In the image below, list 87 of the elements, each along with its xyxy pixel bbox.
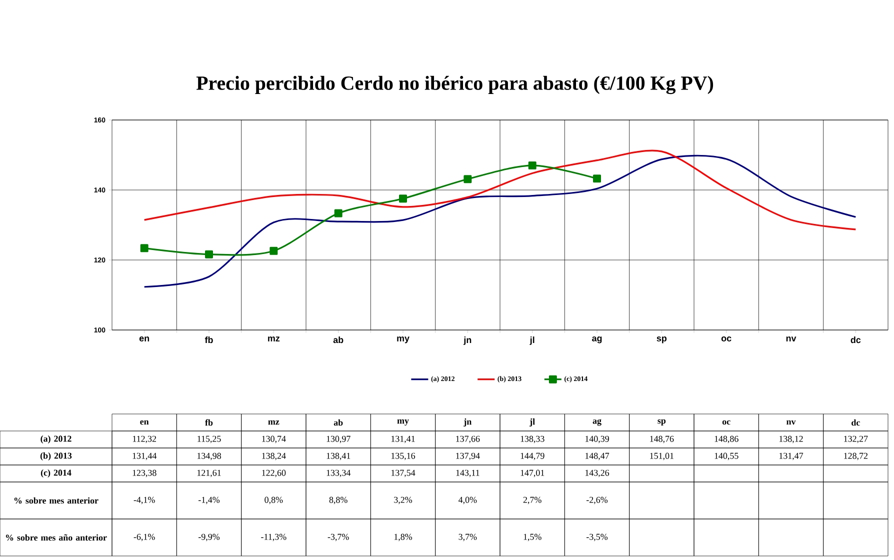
data-label: 140,55 [714, 452, 738, 460]
x-tick-label: jl [530, 336, 534, 345]
text: -6,1% [134, 534, 155, 542]
data-label: 137,54 [391, 470, 416, 478]
data-label: 144,79 [520, 452, 544, 460]
data-label: 140,39 [585, 436, 609, 444]
category-label: fb [205, 419, 213, 426]
data-label: 128,72 [844, 452, 868, 460]
text: -4,1% [134, 496, 155, 504]
data-label: 138,12 [779, 436, 803, 444]
data-label: 143,11 [456, 470, 480, 478]
data-label: 121,61 [197, 470, 221, 478]
data-label: 148,47 [585, 452, 610, 460]
text: % sobre mes año anterior [6, 534, 107, 541]
x-tick-label: jn [464, 336, 472, 345]
text: 2,7% [523, 496, 542, 504]
x-tick-label: en [139, 336, 150, 342]
point [399, 194, 407, 203]
data-label: 138,33 [520, 436, 544, 444]
data-label: 122,60 [262, 470, 286, 478]
data-label: 132,27 [844, 436, 868, 444]
data-label: 131,41 [391, 436, 415, 444]
category-label: jn [464, 418, 472, 427]
text: 1,5% [524, 534, 542, 542]
x-tick-label: ab [333, 336, 344, 344]
data-label: 148,86 [714, 436, 738, 444]
category-label: dc [852, 419, 860, 426]
x-tick-label: dc [850, 336, 861, 344]
text: 0,8% [264, 496, 283, 504]
text: % sobre mes anterior [14, 497, 98, 504]
data-label: 115,25 [198, 436, 221, 444]
point [593, 174, 601, 183]
x-tick-label: nv [786, 336, 796, 342]
point [270, 246, 278, 255]
category-label: my [397, 419, 409, 426]
data-label: 131,44 [132, 452, 157, 460]
text: 1,8% [394, 534, 412, 542]
point [528, 161, 536, 170]
category-label: mz [268, 420, 280, 425]
point [334, 209, 342, 218]
category-label: nv [786, 420, 796, 425]
data-label: 137,94 [456, 452, 480, 460]
x-tick-label: ag [592, 336, 602, 344]
text: (c) 2014 [40, 469, 72, 478]
x-tick-label: oc [721, 336, 732, 342]
text: -9,9% [198, 534, 220, 542]
category-label: ag [592, 419, 602, 426]
text: 3,2% [394, 496, 412, 504]
text: -11,3% [261, 534, 286, 542]
data-label: 147,01 [520, 470, 544, 478]
data-label: 112,32 [132, 436, 156, 444]
category-label: ab [334, 419, 343, 426]
data-label: 138,41 [326, 452, 350, 460]
line-series [144, 150, 856, 230]
text: (b) 2013 [40, 452, 72, 461]
text: 3,7% [458, 534, 477, 542]
data-label: 134,98 [197, 452, 221, 460]
data-label: 151,01 [650, 452, 674, 460]
data-label: 138,24 [262, 452, 286, 460]
x-tick-label: my [397, 336, 410, 344]
text: 4,0% [458, 496, 477, 504]
data-label: 130,74 [262, 436, 286, 444]
point [205, 250, 213, 258]
x-tick-label: mz [268, 336, 280, 342]
category-label: sp [658, 419, 666, 426]
data-label: 135,16 [391, 452, 416, 460]
text: 8,8% [329, 496, 348, 504]
point [140, 244, 148, 252]
text: -3,5% [586, 534, 608, 542]
data-label: 131,47 [779, 452, 804, 460]
text: -2,6% [586, 496, 608, 504]
category-label: jl [530, 418, 535, 427]
text: (a) 2012 [40, 435, 72, 444]
x-tick-label: sp [656, 336, 667, 344]
data-label: 123,38 [132, 470, 156, 478]
category-label: oc [722, 420, 730, 425]
data-label: 137,66 [456, 436, 480, 444]
data-label: 133,34 [326, 470, 351, 478]
text: -3,7% [328, 534, 349, 542]
data-label: 148,76 [650, 436, 674, 444]
point [464, 175, 472, 184]
data-label: 130,97 [326, 436, 350, 444]
chart-title: Precio percibido Cerdo no ibérico para abasto (€/100 Kg PV) [196, 76, 714, 94]
x-tick-label: fb [204, 336, 213, 344]
data-label: 143,26 [585, 470, 610, 478]
category-label: en [140, 420, 149, 425]
text: -1,4% [198, 496, 220, 504]
